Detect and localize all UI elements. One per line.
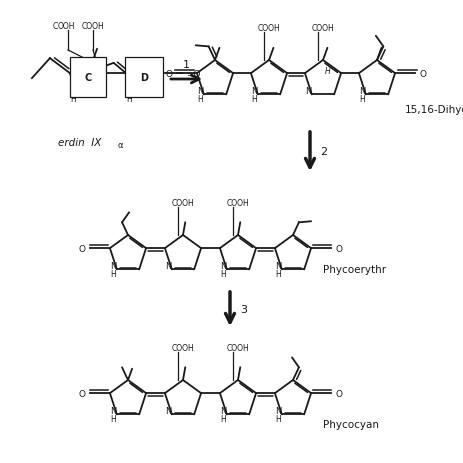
- Text: N: N: [220, 261, 226, 270]
- Text: H: H: [197, 94, 203, 104]
- Text: H: H: [325, 67, 330, 76]
- Text: COOH: COOH: [171, 199, 194, 207]
- Text: H: H: [110, 414, 116, 423]
- Text: COOH: COOH: [81, 22, 104, 31]
- Text: N: N: [165, 261, 171, 270]
- Text: O: O: [334, 389, 341, 398]
- Text: D: D: [140, 73, 148, 83]
- Text: N: N: [220, 406, 226, 415]
- Text: OOH: OOH: [57, 22, 75, 31]
- Text: O: O: [79, 244, 86, 253]
- Text: N: N: [305, 87, 311, 95]
- Text: H: H: [110, 269, 116, 278]
- Text: erdin  IX: erdin IX: [58, 138, 101, 148]
- Text: N: N: [275, 406, 281, 415]
- Text: COOH: COOH: [226, 343, 249, 352]
- Text: N: N: [358, 87, 365, 95]
- Text: H: H: [359, 94, 364, 104]
- Text: 2: 2: [319, 147, 326, 156]
- Text: α: α: [118, 141, 123, 150]
- Text: Phycocyan: Phycocyan: [322, 419, 378, 429]
- Text: 3: 3: [239, 304, 246, 314]
- Text: C: C: [84, 73, 91, 83]
- Text: N: N: [70, 87, 76, 95]
- Text: 1: 1: [182, 60, 189, 70]
- Text: O: O: [418, 69, 425, 78]
- Text: COOH: COOH: [311, 24, 334, 33]
- Text: N: N: [197, 87, 203, 95]
- Text: H: H: [220, 414, 226, 423]
- Text: C: C: [53, 22, 58, 31]
- Text: O: O: [166, 69, 173, 78]
- Text: N: N: [110, 261, 116, 270]
- Text: N: N: [110, 406, 116, 415]
- Text: 15,16-Dihydr: 15,16-Dihydr: [404, 105, 463, 115]
- Text: N: N: [250, 87, 257, 95]
- Text: H: H: [220, 269, 226, 278]
- Text: H: H: [126, 94, 132, 104]
- Text: COOH: COOH: [171, 343, 194, 352]
- Text: COOH: COOH: [257, 24, 280, 33]
- Text: O: O: [79, 389, 86, 398]
- Text: Phycoerythr: Phycoerythr: [322, 264, 385, 275]
- Text: H: H: [275, 269, 281, 278]
- Text: H: H: [70, 94, 76, 104]
- Text: =O: =O: [186, 69, 200, 78]
- Text: N: N: [165, 406, 171, 415]
- Text: O: O: [334, 244, 341, 253]
- Text: COOH: COOH: [226, 199, 249, 207]
- Text: H: H: [251, 94, 257, 104]
- Text: H: H: [275, 414, 281, 423]
- Text: N: N: [275, 261, 281, 270]
- Text: N: N: [126, 87, 132, 95]
